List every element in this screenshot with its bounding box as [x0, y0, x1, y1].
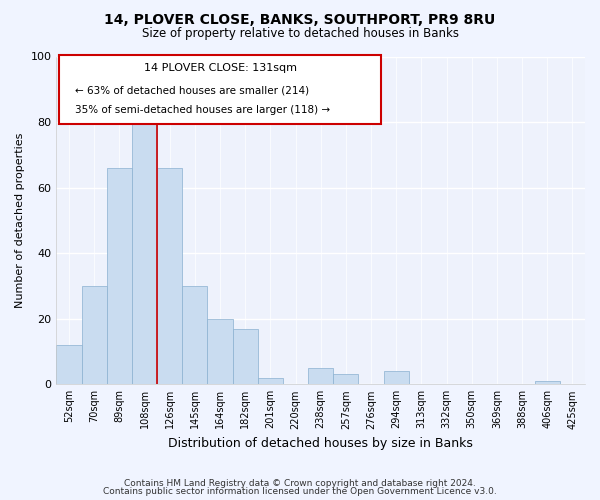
Bar: [258, 378, 283, 384]
Bar: [383, 371, 409, 384]
Bar: [157, 168, 182, 384]
Bar: [333, 374, 358, 384]
Text: 14, PLOVER CLOSE, BANKS, SOUTHPORT, PR9 8RU: 14, PLOVER CLOSE, BANKS, SOUTHPORT, PR9 …: [104, 12, 496, 26]
X-axis label: Distribution of detached houses by size in Banks: Distribution of detached houses by size …: [168, 437, 473, 450]
Bar: [82, 286, 107, 384]
FancyBboxPatch shape: [59, 55, 382, 124]
Bar: [107, 168, 132, 384]
Text: 14 PLOVER CLOSE: 131sqm: 14 PLOVER CLOSE: 131sqm: [144, 64, 297, 74]
Text: 35% of semi-detached houses are larger (118) →: 35% of semi-detached houses are larger (…: [75, 106, 330, 116]
Bar: [132, 109, 157, 384]
Bar: [535, 381, 560, 384]
Text: Size of property relative to detached houses in Banks: Size of property relative to detached ho…: [142, 28, 458, 40]
Y-axis label: Number of detached properties: Number of detached properties: [15, 132, 25, 308]
Bar: [56, 345, 82, 385]
Text: Contains public sector information licensed under the Open Government Licence v3: Contains public sector information licen…: [103, 487, 497, 496]
Bar: [208, 318, 233, 384]
Text: ← 63% of detached houses are smaller (214): ← 63% of detached houses are smaller (21…: [75, 86, 309, 96]
Bar: [182, 286, 208, 384]
Bar: [233, 328, 258, 384]
Text: Contains HM Land Registry data © Crown copyright and database right 2024.: Contains HM Land Registry data © Crown c…: [124, 478, 476, 488]
Bar: [308, 368, 333, 384]
